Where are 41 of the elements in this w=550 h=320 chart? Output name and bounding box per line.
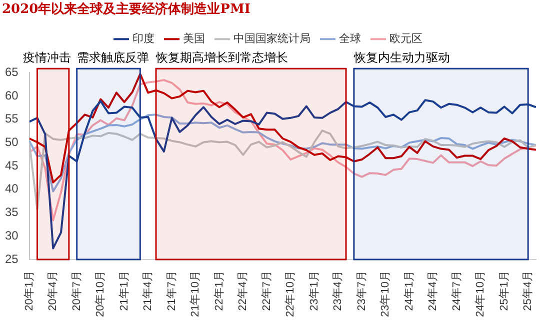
chart-title: 2020年以来全球及主要经济体制造业PMI <box>2 1 250 18</box>
x-tick-label: 22年10月 <box>284 270 297 318</box>
x-tick-label: 21年1月 <box>118 270 130 311</box>
y-tick-label: 50 <box>4 135 19 150</box>
x-tick-label: 20年4月 <box>47 270 60 311</box>
legend-label: 印度 <box>132 32 154 45</box>
legend-label: 全球 <box>338 32 361 45</box>
legend-label: 美国 <box>182 32 205 45</box>
x-tick-label: 24年10月 <box>474 270 487 318</box>
x-tick-label: 22年1月 <box>213 270 226 311</box>
x-tick-label: 23年7月 <box>356 270 368 311</box>
y-tick-label: 55 <box>4 112 19 126</box>
x-tick-label: 23年10月 <box>380 270 392 318</box>
y-tick-label: 65 <box>4 64 19 79</box>
band-label: 恢复期高增长到常态增长 <box>155 50 288 65</box>
y-tick-label: 45 <box>4 158 19 172</box>
x-tick-label: 23年1月 <box>308 270 320 311</box>
x-tick-label: 21年10月 <box>190 270 202 318</box>
legend-label: 中国国家统计局 <box>233 32 310 45</box>
band-label: 需求触底反弹 <box>76 50 149 65</box>
y-tick-label: 35 <box>4 205 19 220</box>
x-tick-label: 20年1月 <box>23 270 36 311</box>
x-tick-label: 24年1月 <box>403 270 416 311</box>
y-tick-label: 25 <box>4 252 19 266</box>
y-tick-label: 30 <box>4 228 19 242</box>
x-tick-label: 25年4月 <box>522 270 534 311</box>
y-tick-label: 60 <box>4 88 19 102</box>
x-tick-label: 21年7月 <box>166 270 178 311</box>
x-tick-label: 23年4月 <box>332 270 344 311</box>
x-tick-label: 20年7月 <box>70 270 83 311</box>
x-tick-label: 24年7月 <box>450 270 463 311</box>
x-tick-label: 25年1月 <box>498 270 510 311</box>
y-tick-label: 40 <box>4 182 19 196</box>
x-tick-label: 22年7月 <box>260 270 273 311</box>
x-tick-label: 20年10月 <box>94 270 107 318</box>
band-label: 疫情冲击 <box>22 50 71 65</box>
x-tick-label: 21年4月 <box>142 270 154 311</box>
x-tick-label: 24年4月 <box>427 270 440 311</box>
legend-label: 欧元区 <box>389 32 422 45</box>
band-label: 恢复内生动力驱动 <box>352 50 450 65</box>
x-tick-label: 22年4月 <box>237 270 250 311</box>
